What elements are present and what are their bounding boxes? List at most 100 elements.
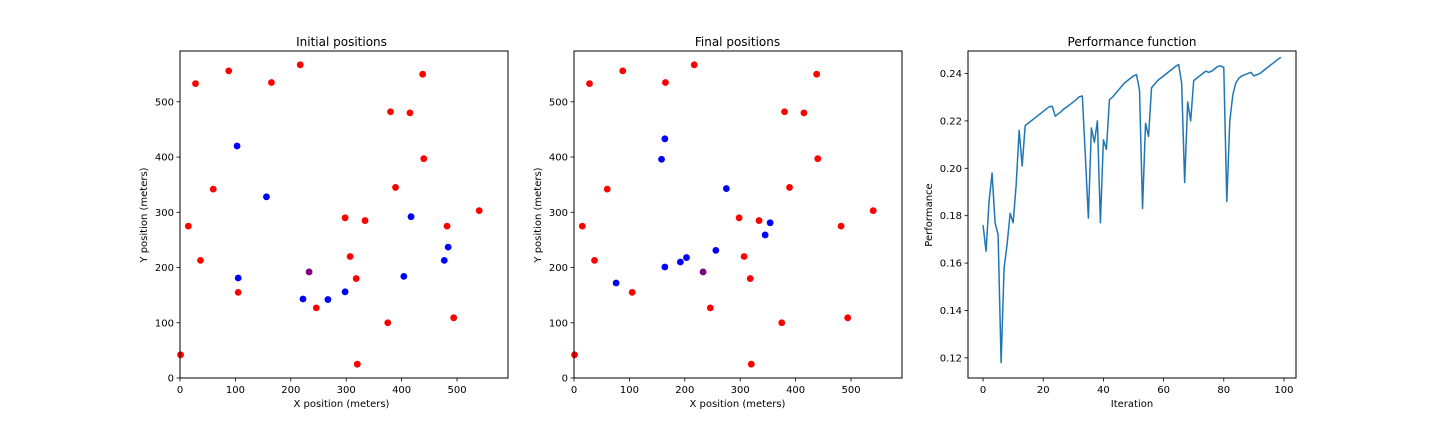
final-positions-point-1-9 — [766, 219, 774, 227]
final-positions-point-0-16 — [781, 108, 788, 116]
final-positions-xtick-label: 0 — [571, 385, 577, 396]
initial-positions-point-0-18 — [406, 109, 414, 117]
final-positions-point-1-7 — [722, 185, 730, 192]
final-positions-point-0-13 — [747, 360, 755, 368]
initial-positions-ytick-label: 200 — [155, 263, 174, 274]
final-positions-xtick-label: 500 — [841, 385, 860, 396]
final-positions-point-1-5 — [683, 254, 690, 261]
final-positions-point-0-12 — [746, 275, 754, 282]
initial-positions-point-0-0 — [177, 351, 184, 359]
final-positions-point-0-3 — [591, 256, 598, 264]
initial-positions-point-0-2 — [192, 80, 199, 87]
initial-positions-axes-frame — [179, 50, 509, 379]
final-positions-point-1-4 — [676, 258, 684, 266]
performance-xtick-label: 80 — [1217, 385, 1230, 396]
final-positions-point-1-0 — [612, 279, 620, 287]
initial-positions-xtick-label: 200 — [281, 385, 300, 396]
final-positions-point-0-18 — [800, 109, 808, 117]
final-positions-point-0-19 — [813, 70, 821, 78]
performance-axes-frame — [967, 50, 1297, 379]
initial-positions-point-1-9 — [444, 243, 452, 251]
initial-positions-point-1-3 — [299, 295, 307, 303]
initial-positions-ytick-label: 300 — [155, 208, 174, 219]
initial-positions-title: Initial positions — [296, 35, 387, 49]
final-positions-point-0-7 — [662, 79, 669, 86]
performance-xtick-label: 0 — [980, 385, 986, 396]
initial-positions-xtick-label: 500 — [447, 385, 466, 396]
initial-positions-point-2-0 — [305, 268, 313, 276]
performance-ytick-label: 0.14 — [940, 306, 962, 317]
final-positions-xtick-label: 400 — [786, 385, 805, 396]
performance-xtick-label: 60 — [1157, 385, 1170, 396]
initial-positions-point-1-2 — [263, 193, 270, 201]
initial-positions-ytick-label: 100 — [155, 318, 174, 329]
initial-positions-point-0-6 — [234, 288, 242, 296]
initial-positions-xlabel: X position (meters) — [294, 399, 390, 410]
final-positions-point-1-3 — [661, 263, 669, 271]
initial-positions-point-0-10 — [341, 214, 349, 222]
initial-positions-point-0-4 — [209, 185, 217, 193]
initial-positions-point-0-19 — [419, 70, 427, 78]
performance-xlabel: Iteration — [1111, 399, 1153, 410]
performance-ytick-label: 0.20 — [940, 164, 962, 175]
initial-positions-ytick-label: 500 — [155, 97, 174, 108]
final-positions-point-0-17 — [786, 184, 793, 191]
performance-ytick-label: 0.18 — [940, 211, 962, 222]
initial-positions-xtick-label: 300 — [337, 385, 356, 396]
final-positions-point-0-20 — [814, 155, 822, 163]
final-positions-ytick-label: 200 — [549, 263, 568, 274]
final-positions-point-0-14 — [755, 217, 763, 224]
final-positions-point-2-0 — [699, 268, 707, 276]
initial-positions-point-1-1 — [234, 274, 242, 282]
final-positions-panel: Final positions X position (meters) Y po… — [533, 35, 903, 410]
initial-positions-ylabel: Y position (meters) — [139, 167, 150, 263]
initial-positions-point-0-3 — [197, 256, 204, 264]
performance-panel: Performance function Iteration Performan… — [924, 35, 1297, 410]
initial-positions-point-0-16 — [387, 108, 394, 116]
final-positions-ytick-label: 100 — [549, 318, 568, 329]
final-positions-point-0-4 — [603, 185, 611, 193]
initial-positions-point-1-0 — [233, 142, 241, 150]
final-positions-point-0-1 — [578, 222, 586, 230]
initial-positions-point-0-20 — [420, 155, 428, 163]
initial-positions-xtick-label: 100 — [226, 385, 245, 396]
final-positions-point-0-22 — [844, 314, 852, 322]
initial-positions-point-1-8 — [440, 256, 448, 264]
final-positions-axes-frame — [573, 50, 903, 379]
initial-positions-panel: Initial positions X position (meters) Y … — [139, 35, 509, 410]
performance-xtick-label: 100 — [1274, 385, 1293, 396]
final-positions-point-0-5 — [619, 67, 627, 75]
initial-positions-ytick-label: 0 — [168, 374, 174, 385]
final-positions-point-1-8 — [761, 231, 769, 239]
initial-positions-point-0-7 — [268, 79, 275, 86]
performance-ylabel: Performance — [924, 183, 935, 246]
initial-positions-point-1-7 — [407, 213, 415, 221]
final-positions-title: Final positions — [695, 35, 780, 49]
initial-positions-point-1-4 — [324, 296, 332, 303]
initial-positions-point-0-8 — [296, 61, 304, 69]
final-positions-point-0-8 — [690, 61, 698, 69]
final-positions-point-0-0 — [571, 351, 578, 359]
final-positions-xtick-label: 200 — [675, 385, 694, 396]
initial-positions-point-0-1 — [184, 222, 192, 230]
final-positions-point-0-15 — [778, 319, 786, 327]
final-positions-ytick-label: 0 — [562, 374, 568, 385]
initial-positions-point-0-21 — [443, 222, 451, 230]
final-positions-point-0-23 — [869, 207, 877, 215]
initial-positions-point-0-9 — [312, 304, 320, 312]
final-positions-point-1-6 — [712, 247, 720, 254]
performance-ytick-label: 0.24 — [940, 69, 962, 80]
initial-positions-ytick-label: 400 — [155, 153, 174, 164]
performance-series-line — [982, 56, 1282, 364]
initial-positions-point-1-6 — [400, 272, 408, 280]
final-positions-point-0-11 — [740, 253, 748, 260]
final-positions-point-1-1 — [658, 155, 665, 163]
final-positions-xlabel: X position (meters) — [690, 399, 786, 410]
final-positions-ytick-label: 400 — [549, 153, 568, 164]
initial-positions-point-0-13 — [353, 360, 361, 368]
final-positions-ylabel: Y position (meters) — [533, 167, 544, 263]
performance-ytick-label: 0.12 — [940, 353, 962, 364]
final-positions-xtick-label: 300 — [731, 385, 750, 396]
performance-xtick-label: 20 — [1037, 385, 1050, 396]
